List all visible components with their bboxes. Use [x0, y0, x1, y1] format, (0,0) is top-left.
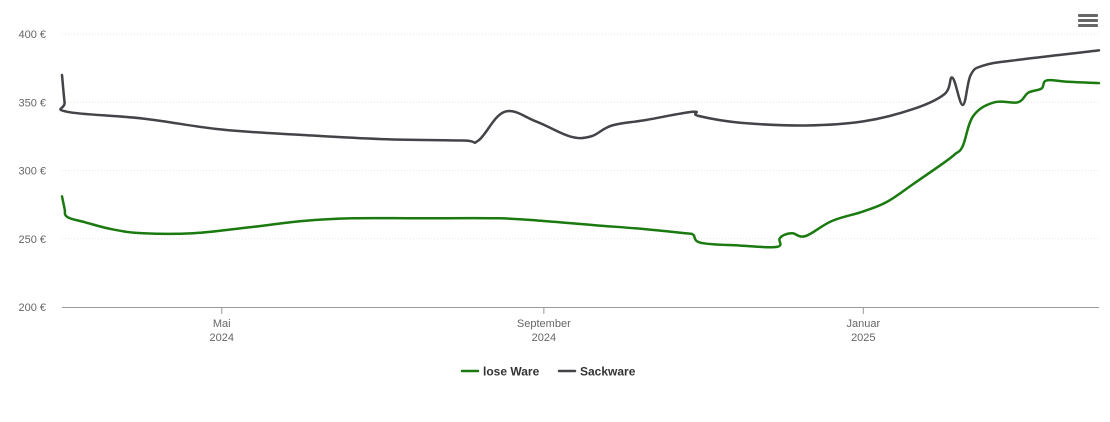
chart-menu-icon[interactable]	[1076, 12, 1100, 34]
y-tick-label: 300 €	[18, 166, 46, 178]
y-tick-label: 400 €	[18, 29, 46, 41]
y-tick-label: 200 €	[18, 302, 46, 314]
legend-label: Sackware	[580, 365, 636, 379]
x-tick-label-year: 2024	[532, 332, 556, 344]
x-tick-label-month: Januar	[846, 318, 880, 330]
menu-bar	[1078, 24, 1098, 27]
series-line-lose-ware[interactable]	[60, 78, 1101, 249]
x-axis-ticks: Mai 2024 September 2024 Januar 2025	[209, 307, 880, 344]
x-tick-label-month: Mai	[213, 318, 231, 330]
y-grid-lines	[62, 33, 1099, 240]
menu-bar	[1078, 19, 1098, 22]
legend-item-lose-ware[interactable]: lose Ware	[460, 365, 540, 379]
legend[interactable]: lose Ware Sackware	[460, 365, 636, 379]
y-axis-tick-labels: 200 € 250 € 300 € 350 € 400 €	[18, 29, 46, 314]
legend-item-sackware[interactable]: Sackware	[557, 365, 636, 379]
menu-bar	[1078, 14, 1098, 17]
x-tick-label-year: 2024	[209, 332, 233, 344]
x-tick-label-year: 2025	[851, 332, 875, 344]
x-tick-label-month: September	[517, 318, 571, 330]
y-tick-label: 350 €	[18, 97, 46, 109]
series-lines	[59, 49, 1101, 249]
legend-label: lose Ware	[483, 365, 540, 379]
series-line-sackware[interactable]	[59, 49, 1101, 145]
y-tick-label: 250 €	[18, 234, 46, 246]
